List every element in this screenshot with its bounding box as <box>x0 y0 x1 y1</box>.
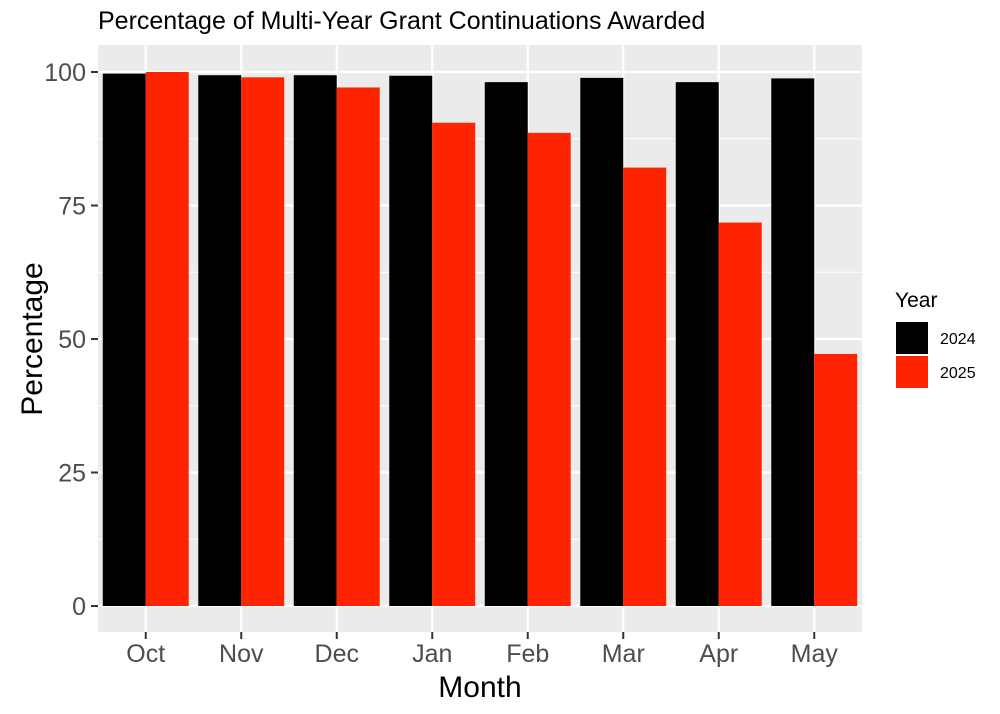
x-tick-label: May <box>791 640 839 668</box>
bar-2024-Feb <box>484 82 528 606</box>
bar-2024-Mar <box>580 77 624 606</box>
bar-2024-Jan <box>389 75 433 607</box>
y-axis: 0 25 50 75 100 <box>44 59 98 621</box>
bars <box>102 72 858 607</box>
legend-key-2024 <box>896 322 928 354</box>
legend-label-2024: 2024 <box>940 331 976 348</box>
y-tick-label: 25 <box>58 460 86 488</box>
bar-2025-Dec <box>336 87 380 606</box>
y-tick-label: 50 <box>58 326 86 354</box>
x-tick-label: Oct <box>126 640 165 668</box>
legend-key-2025 <box>896 356 928 388</box>
bar-2025-Nov <box>241 77 285 607</box>
legend-label-2025: 2025 <box>940 365 976 382</box>
bar-2024-Apr <box>675 82 719 606</box>
bar-2025-Jan <box>432 122 476 606</box>
bar-2025-Feb <box>527 132 571 606</box>
bar-2025-Mar <box>623 167 667 606</box>
x-tick-label: Feb <box>506 640 549 668</box>
bar-2024-May <box>771 78 815 606</box>
y-tick-label: 75 <box>58 193 86 221</box>
x-axis: Oct Nov Dec Jan Feb Mar Apr May <box>126 632 838 668</box>
bar-2025-Oct <box>145 72 189 606</box>
x-tick-label: Mar <box>602 640 645 668</box>
y-tick-label: 100 <box>44 59 86 87</box>
legend: Year 2024 2025 <box>895 289 976 388</box>
x-tick-label: Jan <box>412 640 452 668</box>
bar-2025-May <box>814 353 858 606</box>
legend-title: Year <box>895 289 937 312</box>
x-axis-title: Month <box>438 671 521 704</box>
bar-2024-Dec <box>293 75 337 607</box>
x-tick-label: Dec <box>315 640 359 668</box>
bar-2024-Nov <box>198 75 242 607</box>
y-axis-title: Percentage <box>16 262 49 415</box>
x-tick-label: Apr <box>699 640 738 668</box>
y-tick-label: 0 <box>72 593 86 621</box>
bar-2024-Oct <box>102 73 146 607</box>
bar-2025-Apr <box>718 222 762 606</box>
x-tick-label: Nov <box>219 640 264 668</box>
chart-title: Percentage of Multi-Year Grant Continuat… <box>98 7 705 35</box>
